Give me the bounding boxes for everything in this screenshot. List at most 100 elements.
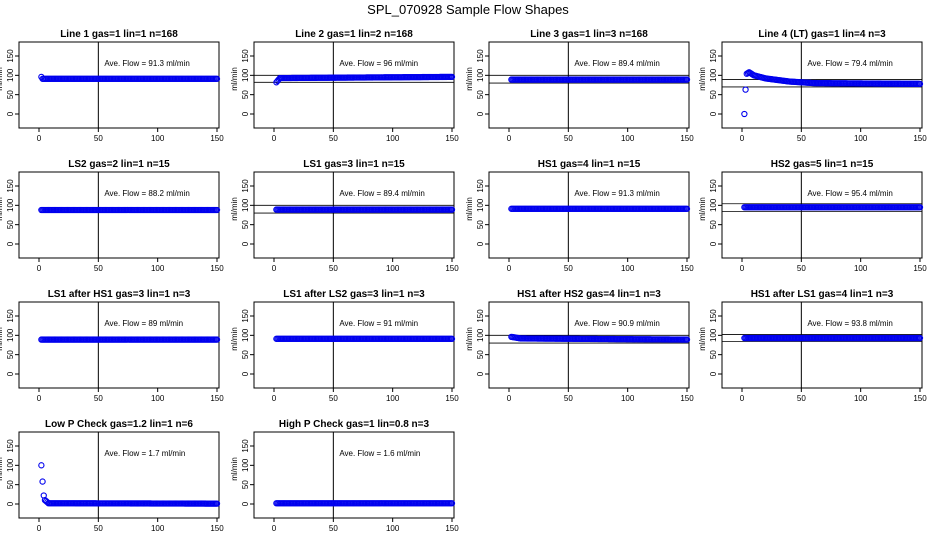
y-tick-label: 150	[476, 309, 485, 323]
y-tick-label: 150	[476, 179, 485, 193]
panel-title: LS1 gas=3 lin=1 n=15	[303, 159, 405, 170]
panel-title: Line 4 (LT) gas=1 lin=4 n=3	[758, 29, 886, 40]
x-tick-label: 0	[272, 264, 277, 273]
ave-flow-annotation: Ave. Flow = 89.4 ml/min	[339, 189, 424, 198]
x-tick-label: 0	[37, 134, 42, 143]
plot-frame	[253, 431, 455, 519]
y-axis-label: ml/min	[465, 327, 474, 351]
y-axis-label: ml/min	[698, 67, 707, 91]
y-tick-label: 50	[241, 90, 250, 99]
x-tick-label: 100	[151, 134, 165, 143]
y-tick-label: 150	[6, 179, 15, 193]
data-point	[741, 110, 748, 118]
x-tick-label: 150	[445, 394, 459, 403]
x-tick-label: 150	[913, 134, 927, 143]
plot-frame	[488, 301, 690, 389]
y-tick-label: 100	[6, 458, 15, 472]
x-tick-label: 150	[680, 394, 694, 403]
panel-title: HS2 gas=5 lin=1 n=15	[771, 159, 874, 170]
data-point	[213, 336, 221, 343]
y-tick-label: 0	[241, 371, 250, 376]
plot-frame	[18, 301, 220, 389]
x-tick-label: 0	[37, 524, 42, 533]
data-point	[742, 86, 749, 93]
plot-frame	[721, 171, 923, 259]
x-tick-label: 0	[740, 134, 745, 143]
data-point	[683, 205, 691, 212]
y-tick-label: 150	[709, 309, 718, 323]
panel-title: LS1 after HS1 gas=3 lin=1 n=3	[48, 289, 191, 300]
y-axis-label: ml/min	[230, 67, 239, 91]
x-tick-label: 100	[386, 134, 400, 143]
panel-title: HS1 after LS1 gas=4 lin=1 n=3	[751, 289, 894, 300]
y-tick-label: 50	[709, 90, 718, 99]
y-tick-label: 100	[6, 328, 15, 342]
panel-title: HS1 after HS2 gas=4 lin=1 n=3	[517, 289, 661, 300]
y-tick-label: 0	[6, 501, 15, 506]
data-point	[916, 204, 924, 211]
x-tick-label: 150	[210, 524, 224, 533]
x-tick-label: 50	[94, 264, 103, 273]
y-tick-label: 0	[709, 241, 718, 246]
x-tick-label: 50	[797, 394, 806, 403]
y-tick-label: 0	[476, 111, 485, 116]
x-tick-label: 0	[272, 134, 277, 143]
data-point	[213, 206, 221, 214]
y-axis-label: ml/min	[0, 457, 4, 481]
x-tick-label: 150	[210, 264, 224, 273]
data-point	[213, 500, 221, 507]
y-tick-label: 0	[709, 371, 718, 376]
x-tick-label: 150	[680, 134, 694, 143]
y-tick-label: 100	[241, 68, 250, 82]
panel-title: LS1 after LS2 gas=3 lin=1 n=3	[283, 289, 425, 300]
y-tick-label: 150	[709, 49, 718, 63]
plot-frame	[18, 171, 220, 259]
x-tick-label: 50	[564, 134, 573, 143]
x-tick-label: 100	[621, 264, 635, 273]
x-tick-label: 0	[507, 134, 512, 143]
ave-flow-annotation: Ave. Flow = 89.4 ml/min	[574, 59, 659, 68]
plot-panel: LS2 gas=2 lin=1 n=15 ml/min 0 50 100 150 0 50 10…	[0, 159, 224, 273]
plot-panel: LS1 gas=3 lin=1 n=15 ml/min 0 50 100 150 0 50 10…	[230, 159, 459, 273]
y-tick-label: 50	[241, 480, 250, 489]
ave-flow-annotation: Ave. Flow = 95.4 ml/min	[807, 189, 892, 198]
y-tick-label: 50	[476, 220, 485, 229]
y-tick-label: 0	[476, 241, 485, 246]
x-tick-label: 150	[680, 264, 694, 273]
plot-panel: HS1 gas=4 lin=1 n=15 ml/min 0 50 100 150 0 50 10…	[465, 159, 694, 273]
x-tick-label: 0	[272, 394, 277, 403]
data-point	[916, 80, 924, 87]
y-tick-label: 50	[476, 90, 485, 99]
x-tick-label: 50	[329, 134, 338, 143]
panel-title: HS1 gas=4 lin=1 n=15	[538, 159, 641, 170]
y-tick-label: 0	[6, 241, 15, 246]
y-axis-label: ml/min	[230, 327, 239, 351]
plot-frame	[253, 171, 455, 259]
plot-frame	[488, 171, 690, 259]
x-tick-label: 100	[621, 394, 635, 403]
y-axis-label: ml/min	[0, 197, 4, 221]
panel-title: Line 1 gas=1 lin=1 n=168	[60, 29, 178, 40]
plot-panel: Line 2 gas=1 lin=2 n=168 ml/min 0 50 100 150 0…	[230, 29, 459, 143]
ave-flow-annotation: Ave. Flow = 79.4 ml/min	[807, 59, 892, 68]
y-axis-label: ml/min	[0, 67, 4, 91]
data-point	[39, 478, 46, 485]
y-axis-label: ml/min	[230, 197, 239, 221]
y-axis-label: ml/min	[465, 197, 474, 221]
ave-flow-annotation: Ave. Flow = 88.2 ml/min	[104, 189, 189, 198]
x-tick-label: 100	[386, 524, 400, 533]
y-tick-label: 150	[241, 439, 250, 453]
x-tick-label: 0	[272, 524, 277, 533]
ave-flow-annotation: Ave. Flow = 91 ml/min	[339, 319, 418, 328]
y-axis-label: ml/min	[0, 327, 4, 351]
x-tick-label: 0	[507, 264, 512, 273]
x-tick-label: 150	[445, 134, 459, 143]
y-tick-label: 0	[476, 371, 485, 376]
y-tick-label: 150	[6, 309, 15, 323]
plot-panel: Line 3 gas=1 lin=3 n=168 ml/min 0 50 100 150 0…	[465, 29, 694, 143]
x-tick-label: 100	[854, 264, 868, 273]
x-tick-label: 100	[621, 134, 635, 143]
panel-title: Line 3 gas=1 lin=3 n=168	[530, 29, 648, 40]
y-tick-label: 150	[241, 49, 250, 63]
y-tick-label: 100	[476, 198, 485, 212]
